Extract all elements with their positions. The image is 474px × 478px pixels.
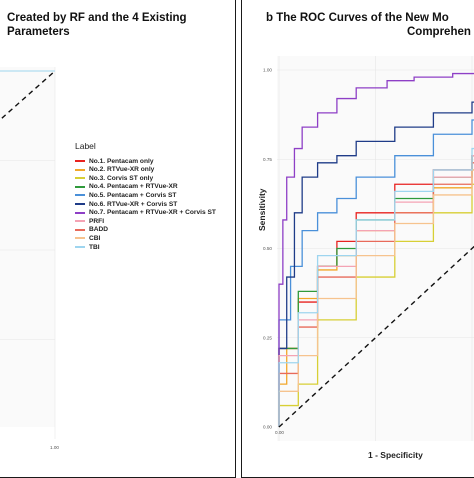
plot-area-a <box>0 67 55 427</box>
reference-diagonal-b <box>278 245 474 428</box>
y-axis-title-b: Sensitivity <box>257 188 267 231</box>
legend-swatch <box>75 246 85 248</box>
legend-label: No.1. Pentacam only <box>89 157 154 165</box>
legend-item: No.5. Pentacam + Corvis ST <box>75 191 176 199</box>
x-tick-a-end: 1.00 <box>50 445 59 450</box>
panel-b-title-line2: Comprehen <box>407 26 471 38</box>
legend-swatch <box>75 194 85 197</box>
legend-item: No.6. RTVue-XR + Corvis ST <box>75 200 177 208</box>
roc-curve: TBI <box>278 147 474 427</box>
y-tick-label: 1.00 <box>263 68 272 73</box>
x-axis-title-b: 1 - Specificity <box>368 450 423 460</box>
y-tick-label: 0.75 <box>263 157 272 162</box>
panel-a: Created by RF and the 4 Existing Paramet… <box>0 0 236 478</box>
legend-item: CBI <box>75 234 100 242</box>
legend-label: TBI <box>89 243 100 251</box>
y-tick-label: 0.25 <box>263 335 272 340</box>
legend-swatch <box>75 168 85 171</box>
legend-label: CBI <box>89 234 101 242</box>
legend-label: No.6. RTVue-XR + Corvis ST <box>89 200 178 208</box>
legend-swatch <box>75 211 85 214</box>
legend-item: BADD <box>75 226 108 234</box>
legend-swatch <box>75 203 85 205</box>
x-tick-label: 0.00 <box>275 430 284 435</box>
legend-label: No.3. Corvis ST only <box>89 174 154 182</box>
legend-item: No.4. Pentacam + RTVue-XR <box>75 183 178 191</box>
legend-label: No.4. Pentacam + RTVue-XR <box>89 183 178 191</box>
legend-label: PRFI <box>89 217 105 225</box>
panel-a-title-line1: Created by RF and the 4 Existing <box>7 12 187 24</box>
legend-item: No.1. Pentacam only <box>75 157 154 165</box>
roc-curve: CBI <box>278 169 474 427</box>
legend-label: No.7. Pentacam + RTVue-XR + Corvis ST <box>89 209 216 217</box>
y-tick-label: 0.00 <box>263 425 272 430</box>
legend-swatch <box>75 185 85 188</box>
roc-curve: No.5. Pentacam + Corvis ST <box>278 119 474 427</box>
legend-item: No.2. RTVue-XR only <box>75 166 154 174</box>
panel-a-title-line2: Parameters <box>7 26 70 38</box>
panel-b-title-line1: b The ROC Curves of the New Mo <box>266 12 449 24</box>
roc-curve: No.6. RTVue-XR + Corvis ST <box>278 101 474 427</box>
legend-label: No.5. Pentacam + Corvis ST <box>89 191 177 199</box>
roc-curve: No.7. Pentacam + RTVue-XR + Corvis ST <box>278 72 474 427</box>
legend-title: Label <box>75 141 96 151</box>
roc-chart-b: 0.000.250.500.751.000.00 No.1. Pentacam … <box>263 56 474 441</box>
legend-item: TBI <box>75 243 100 251</box>
legend-swatch <box>75 228 85 231</box>
legend-label: No.2. RTVue-XR only <box>89 166 155 174</box>
legend-swatch <box>75 160 85 162</box>
legend-swatch <box>75 220 85 223</box>
legend-item: PRFI <box>75 217 104 225</box>
legend-swatch <box>75 177 85 180</box>
legend-swatch <box>75 237 85 240</box>
y-tick-label: 0.50 <box>263 246 272 251</box>
legend-item: No.3. Corvis ST only <box>75 174 153 182</box>
panel-b: b The ROC Curves of the New Mo Comprehen… <box>241 0 474 478</box>
legend-label: BADD <box>89 226 109 234</box>
legend-item: No.7. Pentacam + RTVue-XR + Corvis ST <box>75 209 216 217</box>
